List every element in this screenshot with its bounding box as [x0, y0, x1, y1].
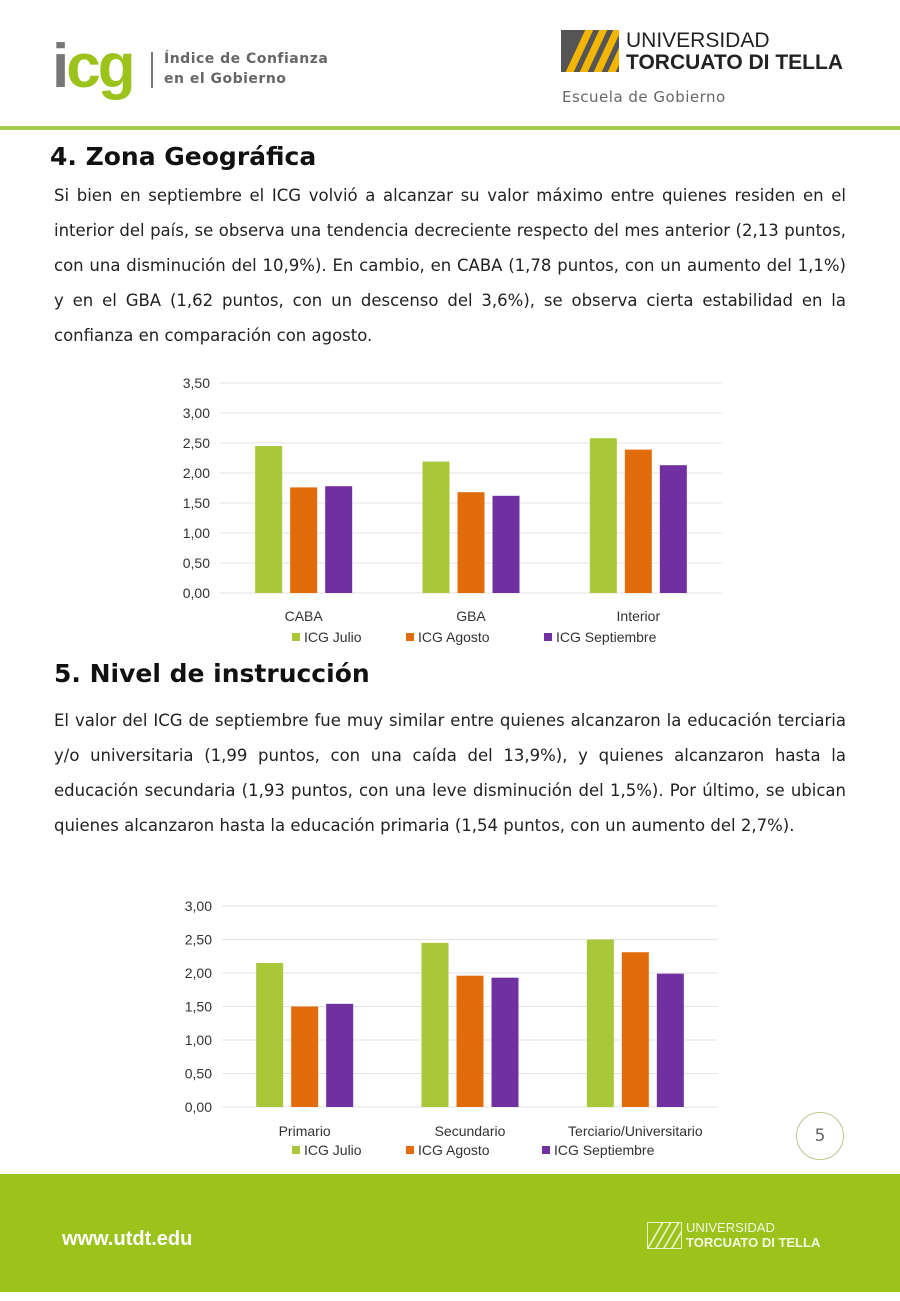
bar-icg-agosto [624, 449, 652, 593]
bar-icg-agosto [290, 487, 318, 593]
legend-label: ICG Septiembre [556, 629, 657, 645]
bar-icg-julio [255, 446, 283, 593]
legend-swatch [292, 633, 300, 641]
y-tick-label: 2,50 [185, 932, 212, 948]
bar-icg-agosto [456, 975, 484, 1107]
bar-icg-septiembre [492, 495, 520, 593]
bar-icg-septiembre [325, 486, 353, 593]
y-tick-label: 0,00 [183, 585, 210, 601]
bar-icg-septiembre [326, 1003, 354, 1107]
legend-swatch [542, 1146, 550, 1154]
x-category-label: CABA [285, 608, 324, 624]
bar-icg-septiembre [659, 465, 687, 593]
bar-icg-julio [422, 461, 450, 593]
y-tick-label: 3,50 [183, 375, 210, 391]
bar-icg-agosto [457, 492, 485, 593]
logo-divider [151, 52, 153, 88]
icg-subtitle-line2: en el Gobierno [164, 71, 287, 87]
y-tick-label: 0,50 [185, 1066, 212, 1082]
footer-band [0, 1174, 900, 1292]
header-divider [0, 126, 900, 130]
icg-subtitle: Índice de Confianza en el Gobierno [164, 49, 328, 89]
university-line2: TORCUATO DI TELLA [626, 51, 843, 74]
bar-icg-septiembre [491, 977, 519, 1107]
bar-icg-julio [256, 962, 284, 1107]
legend-swatch [406, 1146, 414, 1154]
legend-swatch [406, 633, 414, 641]
bar-icg-julio [421, 942, 449, 1107]
icg-logo-i: i [52, 32, 69, 101]
section4-text: Si bien en septiembre el ICG volvió a al… [54, 186, 846, 345]
bar-icg-julio [586, 939, 614, 1107]
icg-subtitle-line1: Índice de Confianza [164, 51, 329, 67]
bar-icg-julio [589, 438, 617, 593]
y-tick-label: 1,50 [185, 999, 212, 1015]
section5-title: 5. Nivel de instrucción [54, 659, 370, 688]
x-category-label: Interior [617, 608, 661, 624]
legend-label: ICG Septiembre [554, 1142, 655, 1158]
footer-url-link[interactable]: www.utdt.edu [62, 1228, 193, 1250]
school-name: Escuela de Gobierno [562, 88, 726, 106]
bar-icg-septiembre [656, 973, 684, 1107]
x-category-label: Primario [279, 1123, 331, 1139]
utdt-logo-icon [561, 30, 619, 72]
y-tick-label: 0,00 [185, 1099, 212, 1115]
y-tick-label: 3,00 [185, 898, 212, 914]
icg-logo-cg: cg [66, 32, 135, 101]
page-number: 5 [796, 1112, 844, 1160]
y-tick-label: 2,00 [183, 465, 210, 481]
y-tick-label: 2,50 [183, 435, 210, 451]
y-tick-label: 3,00 [183, 405, 210, 421]
footer-university-line2: TORCUATO DI TELLA [686, 1235, 821, 1250]
x-category-label: Terciario/Universitario [568, 1123, 703, 1139]
legend-label: ICG Julio [304, 1142, 362, 1158]
university-line1: UNIVERSIDAD [626, 29, 770, 52]
y-tick-label: 1,00 [183, 525, 210, 541]
legend-swatch [292, 1146, 300, 1154]
y-tick-label: 0,50 [183, 555, 210, 571]
utdt-footer-logo-icon [647, 1222, 682, 1249]
y-tick-label: 1,50 [183, 495, 210, 511]
bar-icg-agosto [621, 952, 649, 1107]
y-tick-label: 2,00 [185, 965, 212, 981]
legend-label: ICG Agosto [418, 1142, 490, 1158]
section5-text: El valor del ICG de septiembre fue muy s… [54, 711, 846, 835]
chart-nivel-instruccion: 0,00 0,50 1,00 1,50 2,00 2,50 3,00 Primario Secu… [185, 898, 718, 1158]
footer-university-line1: UNIVERSIDAD [686, 1220, 775, 1235]
bar-icg-agosto [291, 1006, 319, 1107]
x-category-label: GBA [456, 608, 486, 624]
y-tick-label: 1,00 [185, 1032, 212, 1048]
legend-swatch [544, 633, 552, 641]
section4-title: 4. Zona Geográfica [50, 142, 317, 171]
footer-logo-text: UNIVERSIDAD TORCUATO DI TELLA [686, 1220, 820, 1250]
legend-label: ICG Julio [304, 629, 362, 645]
legend-label: ICG Agosto [418, 629, 490, 645]
icg-logo: icg [52, 36, 136, 98]
utdt-logo-text: UNIVERSIDAD TORCUATO DI TELLA [626, 30, 843, 74]
chart-zona-geografica: 0,00 0,50 1,00 1,50 2,00 2,50 3,00 3,50 CABA GBA I… [183, 375, 722, 645]
x-category-label: Secundario [435, 1123, 506, 1139]
